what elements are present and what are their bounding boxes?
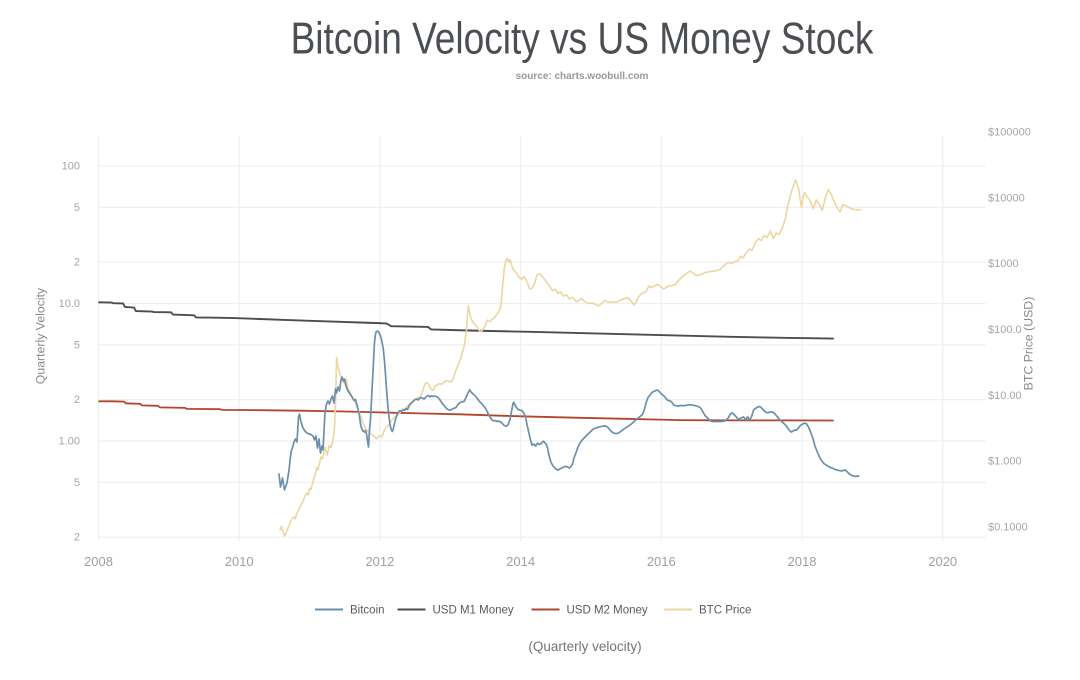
svg-text:1.00: 1.00 — [59, 436, 80, 448]
svg-text:2012: 2012 — [365, 554, 394, 569]
svg-text:$100.0: $100.0 — [988, 324, 1022, 336]
svg-text:(Quarterly velocity): (Quarterly velocity) — [528, 639, 641, 654]
svg-text:BTC Price: BTC Price — [699, 605, 751, 617]
svg-text:USD M1 Money: USD M1 Money — [433, 605, 514, 617]
svg-text:5: 5 — [74, 202, 80, 214]
svg-text:100: 100 — [62, 161, 80, 173]
svg-text:$10000: $10000 — [988, 192, 1025, 204]
svg-text:$0.1000: $0.1000 — [988, 522, 1028, 534]
svg-text:2010: 2010 — [225, 554, 254, 569]
svg-text:Bitcoin Velocity vs US Money S: Bitcoin Velocity vs US Money Stock — [291, 13, 874, 63]
svg-text:2: 2 — [74, 532, 80, 544]
svg-text:$1.000: $1.000 — [988, 456, 1022, 468]
svg-text:2016: 2016 — [647, 554, 676, 569]
svg-text:USD M2 Money: USD M2 Money — [567, 605, 648, 617]
svg-text:10.0: 10.0 — [59, 298, 80, 310]
svg-text:5: 5 — [74, 477, 80, 489]
svg-text:$100000: $100000 — [988, 127, 1031, 139]
svg-text:2008: 2008 — [84, 554, 113, 569]
svg-text:$1000: $1000 — [988, 258, 1019, 270]
svg-text:2014: 2014 — [506, 554, 535, 569]
svg-text:$10.00: $10.00 — [988, 390, 1022, 402]
svg-text:2020: 2020 — [928, 554, 957, 569]
svg-text:Quarterly Velocity: Quarterly Velocity — [34, 287, 48, 384]
svg-text:2: 2 — [74, 257, 80, 269]
svg-text:2018: 2018 — [788, 554, 817, 569]
svg-text:source: charts.woobull.com: source: charts.woobull.com — [516, 71, 649, 82]
svg-text:BTC Price (USD): BTC Price (USD) — [1022, 297, 1036, 391]
svg-text:5: 5 — [74, 339, 80, 351]
svg-text:Bitcoin: Bitcoin — [350, 605, 385, 617]
svg-text:2: 2 — [74, 394, 80, 406]
